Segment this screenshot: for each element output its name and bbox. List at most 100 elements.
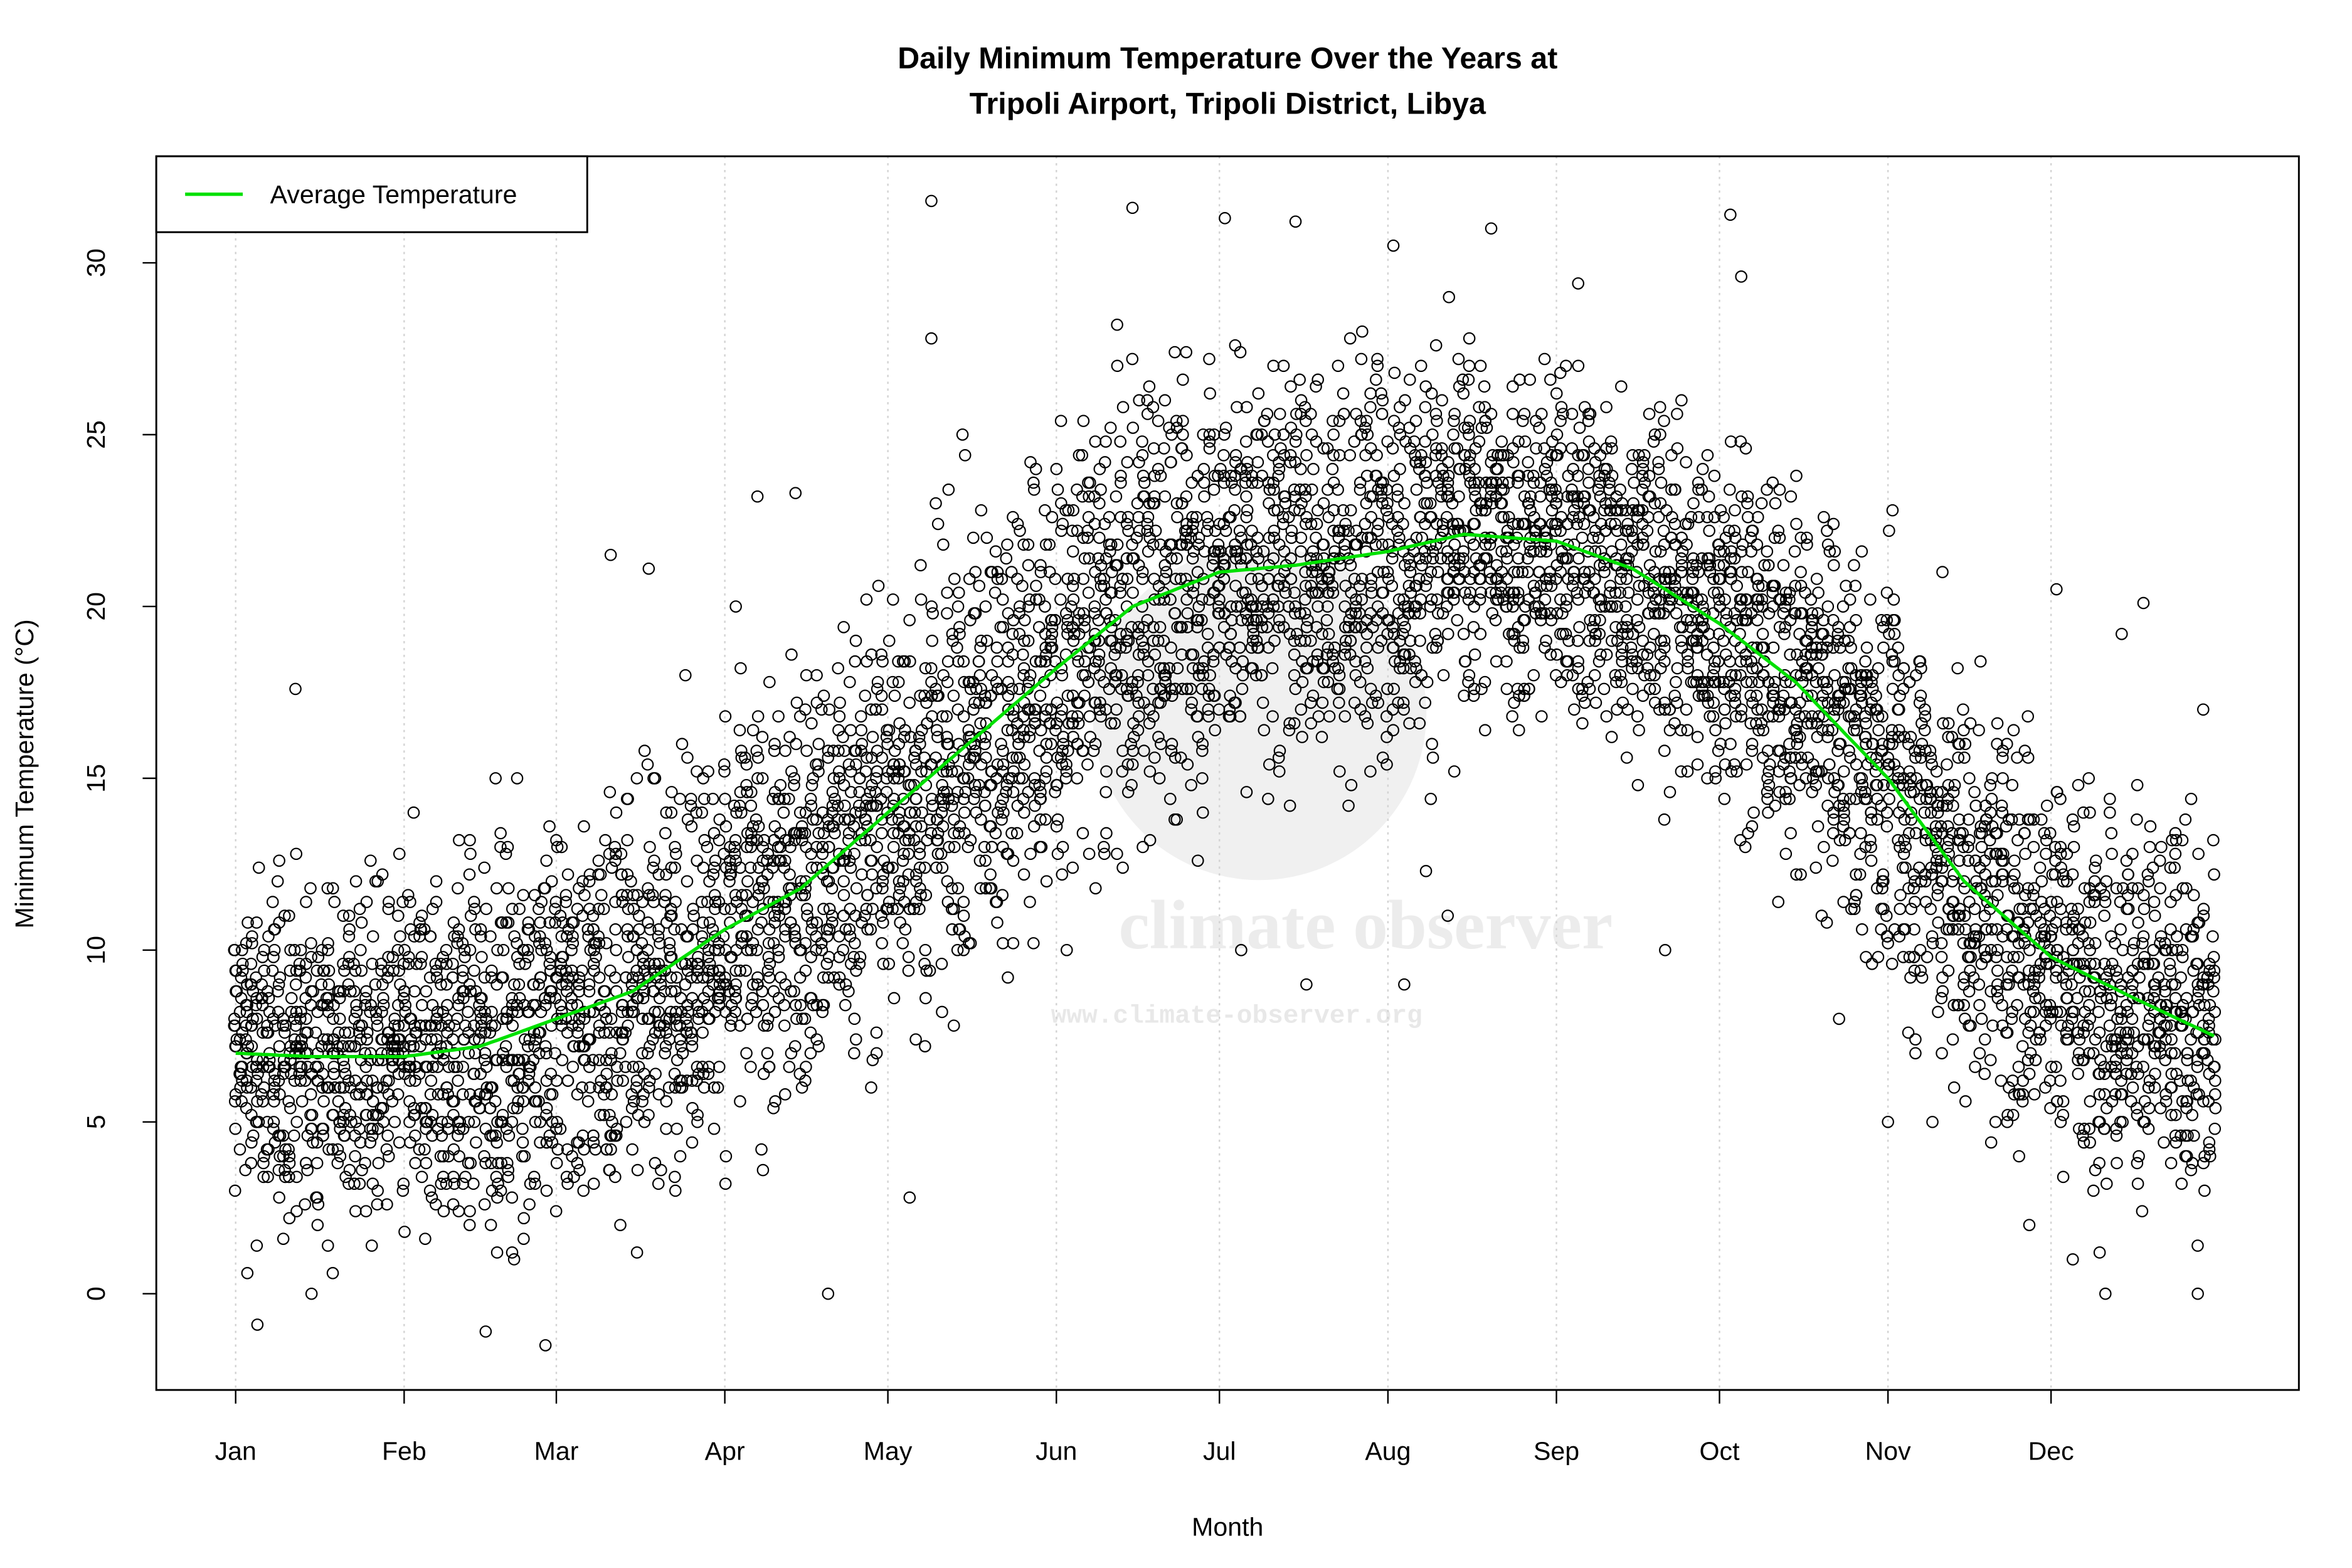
data-point bbox=[806, 916, 818, 929]
data-point bbox=[1848, 896, 1861, 908]
data-point bbox=[712, 999, 726, 1012]
data-point bbox=[1288, 504, 1301, 517]
data-point bbox=[1295, 497, 1308, 510]
data-point bbox=[632, 1108, 645, 1121]
data-point bbox=[1027, 476, 1040, 489]
data-point bbox=[1761, 772, 1774, 785]
data-point bbox=[812, 827, 825, 840]
data-point bbox=[1364, 765, 1377, 778]
data-point bbox=[1024, 847, 1037, 861]
data-point bbox=[1300, 580, 1312, 592]
data-point bbox=[1229, 449, 1242, 462]
data-point bbox=[913, 903, 926, 915]
data-point bbox=[550, 1122, 563, 1135]
data-point bbox=[805, 717, 818, 730]
data-point bbox=[381, 1198, 393, 1211]
data-point bbox=[1888, 758, 1901, 771]
data-point bbox=[1538, 352, 1551, 366]
data-point bbox=[1345, 778, 1358, 792]
data-point bbox=[615, 847, 628, 861]
data-point bbox=[1588, 669, 1601, 682]
data-point bbox=[744, 1061, 757, 1073]
data-point bbox=[1773, 531, 1786, 544]
data-point bbox=[1039, 504, 1051, 517]
data-point bbox=[778, 999, 791, 1012]
data-point bbox=[1872, 951, 1885, 963]
data-point bbox=[793, 1067, 807, 1080]
data-point bbox=[945, 903, 958, 915]
data-point bbox=[1413, 573, 1426, 585]
data-point bbox=[1534, 476, 1547, 489]
data-point bbox=[962, 758, 975, 771]
data-point bbox=[1762, 559, 1775, 572]
data-point bbox=[457, 1088, 469, 1101]
data-point bbox=[1195, 593, 1209, 606]
data-point bbox=[1877, 868, 1890, 881]
data-point bbox=[1762, 806, 1774, 819]
data-point bbox=[560, 1170, 573, 1184]
data-point bbox=[669, 1081, 682, 1094]
data-point bbox=[892, 655, 904, 668]
data-point bbox=[1256, 621, 1269, 633]
data-point bbox=[1894, 889, 1907, 901]
data-point bbox=[474, 930, 487, 943]
data-point bbox=[1799, 662, 1812, 675]
data-point bbox=[1707, 669, 1720, 682]
data-point bbox=[497, 943, 510, 956]
data-point bbox=[1431, 634, 1444, 647]
data-point bbox=[1240, 786, 1253, 798]
data-point bbox=[1761, 545, 1774, 558]
data-point bbox=[1783, 593, 1796, 606]
data-point bbox=[1508, 628, 1521, 640]
data-point bbox=[691, 765, 703, 778]
data-point bbox=[598, 1108, 610, 1121]
data-point bbox=[1560, 655, 1573, 668]
data-point bbox=[1034, 786, 1047, 798]
data-point bbox=[1745, 738, 1759, 751]
data-point bbox=[942, 483, 955, 496]
data-point bbox=[597, 903, 610, 915]
data-point bbox=[630, 1081, 643, 1094]
data-point bbox=[1696, 634, 1709, 647]
data-point bbox=[631, 1163, 644, 1177]
data-point bbox=[1208, 689, 1221, 702]
data-point bbox=[913, 861, 926, 874]
data-point bbox=[1902, 827, 1915, 840]
data-point bbox=[1702, 490, 1715, 503]
data-point bbox=[870, 1026, 883, 1039]
data-point bbox=[1885, 724, 1899, 736]
data-point bbox=[652, 1005, 665, 1019]
data-point bbox=[1610, 490, 1623, 503]
data-point bbox=[674, 792, 686, 805]
data-point bbox=[1478, 675, 1491, 689]
data-point bbox=[1842, 634, 1855, 647]
data-point bbox=[1609, 669, 1622, 682]
data-point bbox=[538, 882, 551, 895]
data-point bbox=[1615, 380, 1628, 393]
data-point bbox=[516, 1136, 529, 1149]
data-point bbox=[1573, 421, 1586, 434]
data-point bbox=[1419, 456, 1433, 469]
data-point bbox=[1404, 559, 1417, 572]
data-point bbox=[1170, 497, 1184, 510]
data-point bbox=[1040, 703, 1053, 716]
data-point bbox=[1495, 586, 1508, 599]
data-point bbox=[953, 628, 966, 640]
data-point bbox=[1714, 675, 1726, 689]
data-point bbox=[795, 820, 808, 833]
data-point bbox=[799, 937, 812, 950]
data-point bbox=[316, 1081, 329, 1094]
data-point bbox=[311, 1047, 324, 1060]
data-point bbox=[1202, 689, 1216, 702]
data-point bbox=[610, 806, 623, 819]
data-point bbox=[383, 1074, 395, 1087]
data-point bbox=[1467, 517, 1480, 531]
data-point bbox=[744, 834, 758, 847]
data-point bbox=[1372, 641, 1385, 654]
data-point bbox=[1152, 463, 1165, 475]
data-point bbox=[1224, 469, 1237, 482]
data-point bbox=[1391, 490, 1404, 503]
data-point bbox=[1181, 621, 1194, 633]
data-point bbox=[568, 1170, 580, 1184]
data-point bbox=[1001, 538, 1014, 551]
